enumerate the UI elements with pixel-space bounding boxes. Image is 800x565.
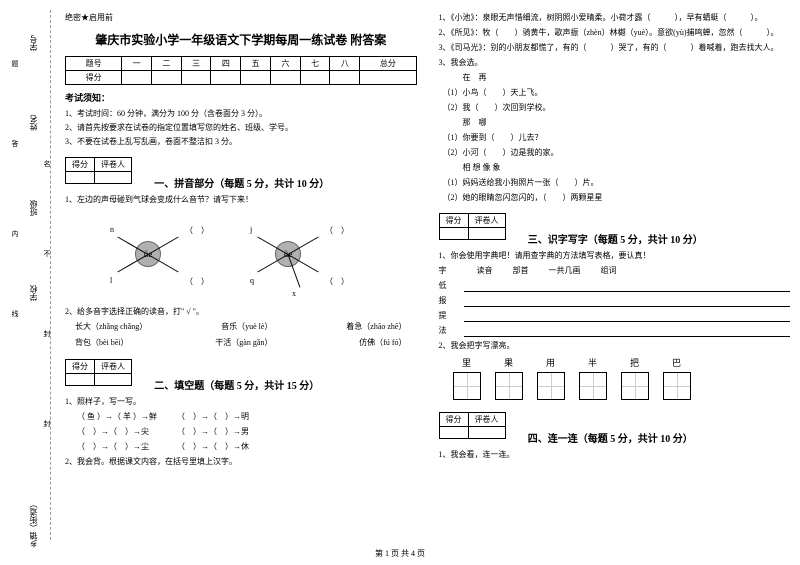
th-5: 五: [241, 57, 271, 71]
ray-j: j: [250, 225, 252, 234]
s3-q2: 2、我会把字写漂亮。: [439, 340, 791, 352]
ray-q: q: [250, 276, 254, 285]
section-score-box-3: 得分评卷人: [439, 213, 506, 240]
section-4-title: 四、连一连（每题 5 分，共计 10 分）: [528, 430, 693, 445]
side-label-id: 学号: [28, 35, 39, 51]
char-grid: 里 果 用 半 把 巴: [453, 356, 791, 400]
notice-3: 3、不要在试卷上乱写乱画，卷面不整洁扣 3 分。: [65, 136, 417, 147]
side-seal-2: 不: [42, 250, 52, 257]
th-3: 三: [181, 57, 211, 71]
s2-line1: （ 鱼 ）→（ 羊 ）→鲜 （ ）→（ ）→明: [65, 411, 417, 423]
lookup-row-3: 提: [439, 310, 791, 322]
notice-heading: 考试须知：: [65, 91, 417, 104]
th-4: 四: [211, 57, 241, 71]
side-word-4: 线: [10, 310, 20, 317]
binding-sidebar: 学号 姓名 班级 学校 乡镇（街道） 题 答 内 线 名 不 封 封: [0, 0, 55, 565]
exam-title: 肇庆市实验小学一年级语文下学期每周一练试卷 附答案: [65, 31, 417, 48]
rt-8: 那 哪: [439, 117, 791, 129]
page: 学号 姓名 班级 学校 乡镇（街道） 题 答 内 线 名 不 封 封 绝密★启用…: [0, 0, 800, 565]
tian-box[interactable]: [495, 372, 523, 400]
side-label-class: 班级: [28, 200, 39, 216]
lookup-row-1: 低: [439, 280, 791, 292]
side-word-1: 题: [10, 60, 20, 67]
side-label-name: 姓名: [28, 115, 39, 131]
s3-q1: 1、你会使用字典吧！请用查字典的方法填写表格，要认真！: [439, 250, 791, 262]
section-3-title: 三、识字写字（每题 5 分，共计 10 分）: [528, 231, 703, 246]
score-summary-table: 题号 一 二 三 四 五 六 七 八 总分 得分: [65, 56, 417, 85]
ray-x: x: [292, 289, 296, 298]
ray-lp: （ ）: [185, 276, 209, 287]
rt-11: 相 想 像 象: [439, 162, 791, 174]
lookup-row-2: 报: [439, 295, 791, 307]
lookup-row-4: 法: [439, 325, 791, 337]
section-2-title: 二、填空题（每题 5 分，共计 15 分）: [154, 377, 319, 392]
rt-12: （1）妈妈送给我小狗照片一张（ ）片。: [439, 177, 791, 189]
section-score-box-2: 得分评卷人: [65, 359, 132, 386]
content-area: 绝密★启用前 肇庆市实验小学一年级语文下学期每周一练试卷 附答案 题号 一 二 …: [55, 0, 800, 565]
secret-label: 绝密★启用前: [65, 12, 417, 23]
side-word-3: 内: [10, 230, 20, 237]
s2-q1: 1、照样子，写一写。: [65, 396, 417, 408]
ray-jp: （ ）: [185, 225, 209, 236]
th-9: 总分: [360, 57, 416, 71]
tian-box[interactable]: [537, 372, 565, 400]
s1-q2: 2、给多音字选择正确的读音，打" √ "。: [65, 306, 417, 318]
section-score-box-1: 得分评卷人: [65, 157, 132, 184]
ray-l: l: [110, 276, 112, 285]
rt-2: 2、《所见》：牧（ ）骑黄牛，歌声振（zhèn）林樾（yuè）。意欲(yù)捕鸣…: [439, 27, 791, 39]
rt-7: （2）我（ ）次回到学校。: [439, 102, 791, 114]
rt-4: 3、我会选。: [439, 57, 791, 69]
tian-box[interactable]: [579, 372, 607, 400]
side-word-2: 答: [10, 140, 20, 147]
side-seal-1: 名: [42, 160, 52, 167]
s2-q2: 2、我会背。根据课文内容，在括号里填上汉字。: [65, 456, 417, 468]
tian-box[interactable]: [453, 372, 481, 400]
side-seal-3: 封: [42, 330, 52, 337]
notice-2: 2、请首先按要求在试卷的指定位置填写您的姓名、班级、学号。: [65, 122, 417, 133]
s1-q1: 1、左边的声母碰到气球会变成什么音节？请写下来！: [65, 194, 417, 206]
rt-6: （1）小鸟（ ）天上飞。: [439, 87, 791, 99]
tian-box[interactable]: [663, 372, 691, 400]
side-seal-4: 封: [42, 420, 52, 427]
th-7: 七: [300, 57, 330, 71]
s4-q1: 1、我会看，连一连。: [439, 449, 791, 461]
fold-line: [50, 10, 51, 540]
rt-1: 1、《小池》：泉眼无声惜细流，树阴照小爱晴柔。小荷才露（ ），早有蜻蜓（ ）。: [439, 12, 791, 24]
tian-box[interactable]: [621, 372, 649, 400]
pinyin-diagram: üe üe n l （ ） （ ） j q x （ ） （ ）: [65, 211, 417, 301]
th-6: 六: [270, 57, 300, 71]
ray-n: n: [110, 225, 114, 234]
notice-1: 1、考试时间：60 分钟，满分为 100 分（含卷面分 3 分）。: [65, 108, 417, 119]
s2-line3: （ ）→（ ）→尘 （ ）→（ ）→休: [65, 441, 417, 453]
side-label-school: 学校: [28, 285, 39, 301]
rt-5: 在 再: [439, 72, 791, 84]
rt-3: 3、《司马光》：别的小朋友都慌了，有的（ ）哭了，有的（ ）着喊着，跑去找大人。: [439, 42, 791, 54]
th-0: 题号: [66, 57, 122, 71]
lookup-head: 字 读音 部首 一共几画 组词: [439, 265, 791, 277]
th-8: 八: [330, 57, 360, 71]
left-column: 绝密★启用前 肇庆市实验小学一年级语文下学期每周一练试卷 附答案 题号 一 二 …: [65, 12, 417, 565]
right-column: 1、《小池》：泉眼无声惜细流，树阴照小爱晴柔。小荷才露（ ），早有蜻蜓（ ）。 …: [439, 12, 791, 565]
rt-9: （1）你要到（ ）儿去？: [439, 132, 791, 144]
rt-13: （2）她的眼睛忽闪忽闪的，（ ）两颗星星: [439, 192, 791, 204]
row2-label: 得分: [66, 71, 122, 85]
section-score-box-4: 得分评卷人: [439, 412, 506, 439]
pinyin-row-1: 长大（zhǎng chǎng） 音乐（yuè lè） 着急（zhāo zhē）: [65, 321, 417, 332]
th-1: 一: [122, 57, 152, 71]
pinyin-row-2: 背包（bèi bēi） 干活（gàn gǎn） 仿佛（fú fó）: [65, 337, 417, 348]
section-1-title: 一、拼音部分（每题 5 分，共计 10 分）: [154, 175, 329, 190]
page-footer: 第 1 页 共 4 页: [0, 548, 800, 559]
side-label-town: 乡镇（街道）: [28, 500, 39, 548]
th-2: 二: [151, 57, 181, 71]
s2-line2: （ ）→（ ）→尖 （ ）→（ ）→男: [65, 426, 417, 438]
rt-10: （2）小河（ ）边是我的家。: [439, 147, 791, 159]
